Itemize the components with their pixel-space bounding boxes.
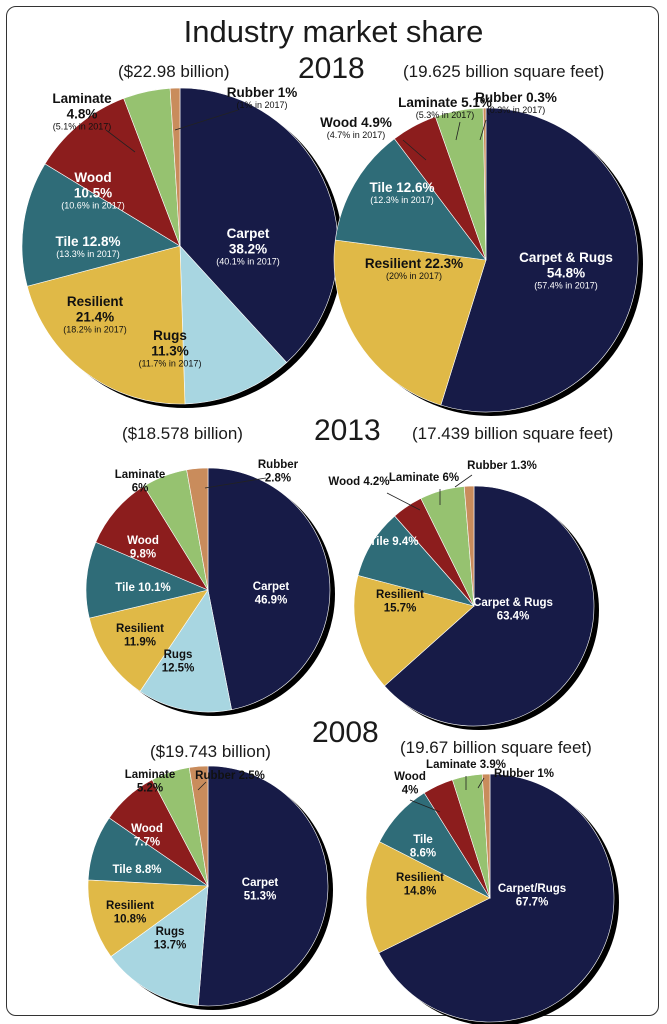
page-title: Industry market share [183, 14, 484, 49]
slice-label-carpet: Carpet/Rugs 67.7% [498, 883, 566, 909]
slice-label-rubber: Rubber 1% (1% in 2017) [227, 85, 298, 110]
slice-label-wood: Wood 7.7% [131, 823, 163, 849]
slice-label-wood: Wood 10.5% (10.6% in 2017) [61, 170, 125, 211]
year-heading-2013: 2013 [314, 414, 381, 447]
pie-slice-rugs [139, 589, 232, 713]
slice-label-tile: Tile 12.6% (12.3% in 2017) [369, 180, 434, 205]
pie-slice-wood [44, 97, 181, 247]
leader-line [454, 474, 473, 488]
pie-slice-resilient [365, 841, 491, 954]
year-heading-2018: 2018 [298, 52, 365, 85]
pie-slice-carpet [197, 765, 329, 1007]
pie-slice-carpet [384, 485, 595, 727]
leader-line [197, 781, 207, 791]
leader-line [204, 477, 267, 489]
pie-slice-resilient [26, 245, 186, 405]
slice-label-laminate: Laminate 6% [389, 472, 459, 484]
slice-label-rubber: Rubber 1.3% [467, 460, 537, 472]
leader-line [455, 121, 461, 141]
slice-label-rubber: Rubber 1% [494, 768, 554, 780]
slice-label-resilient: Resilient 15.7% [376, 589, 424, 615]
pie-slice-tile [85, 541, 209, 619]
slice-label-carpet: Carpet 46.9% [253, 581, 290, 607]
leader-line [105, 129, 136, 153]
slice-label-resilient: Resilient 11.9% [116, 623, 164, 649]
caption-2013-dollars: ($18.578 billion) [122, 424, 243, 443]
pie-slice-rubber [482, 107, 487, 261]
caption-2018-dollars: ($22.98 billion) [118, 62, 230, 81]
slice-label-wood: Wood 4.9% (4.7% in 2017) [320, 115, 392, 140]
slice-label-carpet: Carpet 38.2% (40.1% in 2017) [216, 226, 280, 267]
pie-slice-rubber [188, 765, 209, 887]
slice-label-laminate: Laminate 6% [115, 469, 166, 495]
slice-label-resilient: Resilient 10.8% [106, 900, 154, 926]
slice-label-rubber: Rubber 2.8% [258, 459, 299, 485]
infographic-frame [6, 6, 659, 1016]
pie-slice-rubber [186, 467, 209, 591]
pie-slice-resilient [353, 575, 475, 687]
slice-label-rugs: Rugs 11.3% (11.7% in 2017) [139, 328, 202, 369]
slice-label-resilient: Resilient 21.4% (18.2% in 2017) [63, 294, 127, 335]
pie-slice-rubber [481, 773, 491, 899]
slice-label-wood: Wood 4.2% [328, 476, 389, 488]
pie-slice-carpet [440, 107, 639, 413]
slice-label-rubber: Rubber 0.3% (0.3% in 2017) [475, 90, 557, 115]
pie-slice-resilient [333, 239, 487, 406]
caption-2008-dollars: ($19.743 billion) [150, 742, 271, 761]
leader-line [402, 139, 427, 161]
slice-label-rugs: Rugs 13.7% [154, 926, 187, 952]
pie-slice-rubber [463, 485, 475, 607]
pie-slice-wood [95, 485, 209, 591]
pie-slice-tile [21, 163, 181, 287]
slice-label-carpet: Carpet 51.3% [242, 877, 279, 903]
slice-label-resilient: Resilient 22.3% (20% in 2017) [365, 256, 463, 281]
slice-label-tile: Tile 8.6% [410, 834, 436, 860]
pie-slice-tile [334, 138, 487, 261]
pie-slice-rugs [179, 245, 288, 405]
slice-label-laminate: Laminate 5.1% (5.3% in 2017) [398, 95, 492, 120]
year-heading-2008: 2008 [312, 716, 379, 749]
pie-slice-rubber [169, 87, 181, 247]
slice-label-wood: Wood 4% [394, 771, 426, 797]
pie-slice-rugs [110, 885, 209, 1006]
leader-line [174, 109, 239, 131]
slice-label-tile: Tile 8.8% [112, 864, 161, 876]
caption-2013-sqft: (17.439 billion square feet) [412, 424, 614, 443]
caption-2018-sqft: (19.625 billion square feet) [403, 62, 605, 81]
pie-slice-carpet [378, 773, 615, 1023]
slice-label-wood: Wood 9.8% [127, 535, 159, 561]
slice-label-laminate: Laminate 3.9% [426, 759, 506, 771]
pie-slice-carpet [179, 87, 339, 363]
leader-line [479, 119, 487, 141]
slice-label-carpet: Carpet & Rugs 63.4% [473, 597, 553, 623]
slice-label-tile: Tile 10.1% [115, 582, 170, 594]
pie-slice-resilient [88, 589, 209, 692]
slice-label-laminate: Laminate 5.2% [125, 769, 176, 795]
pie-slice-carpet [207, 467, 331, 711]
caption-2008-sqft: (19.67 billion square feet) [400, 738, 592, 757]
leader-line [386, 492, 421, 511]
leader-line [477, 777, 485, 789]
slice-label-carpet: Carpet & Rugs 54.8% (57.4% in 2017) [519, 250, 613, 291]
pie-slice-resilient [87, 879, 209, 957]
leader-line [409, 799, 441, 813]
slice-label-rugs: Rugs 12.5% [162, 649, 195, 675]
slice-label-laminate: Laminate 4.8% (5.1% in 2017) [52, 91, 112, 132]
slice-label-resilient: Resilient 14.8% [396, 872, 444, 898]
slice-label-tile: Tile 9.4% [369, 536, 418, 548]
slice-label-tile: Tile 12.8% (13.3% in 2017) [55, 234, 120, 259]
slice-label-rubber: Rubber 2.5% [195, 770, 265, 782]
